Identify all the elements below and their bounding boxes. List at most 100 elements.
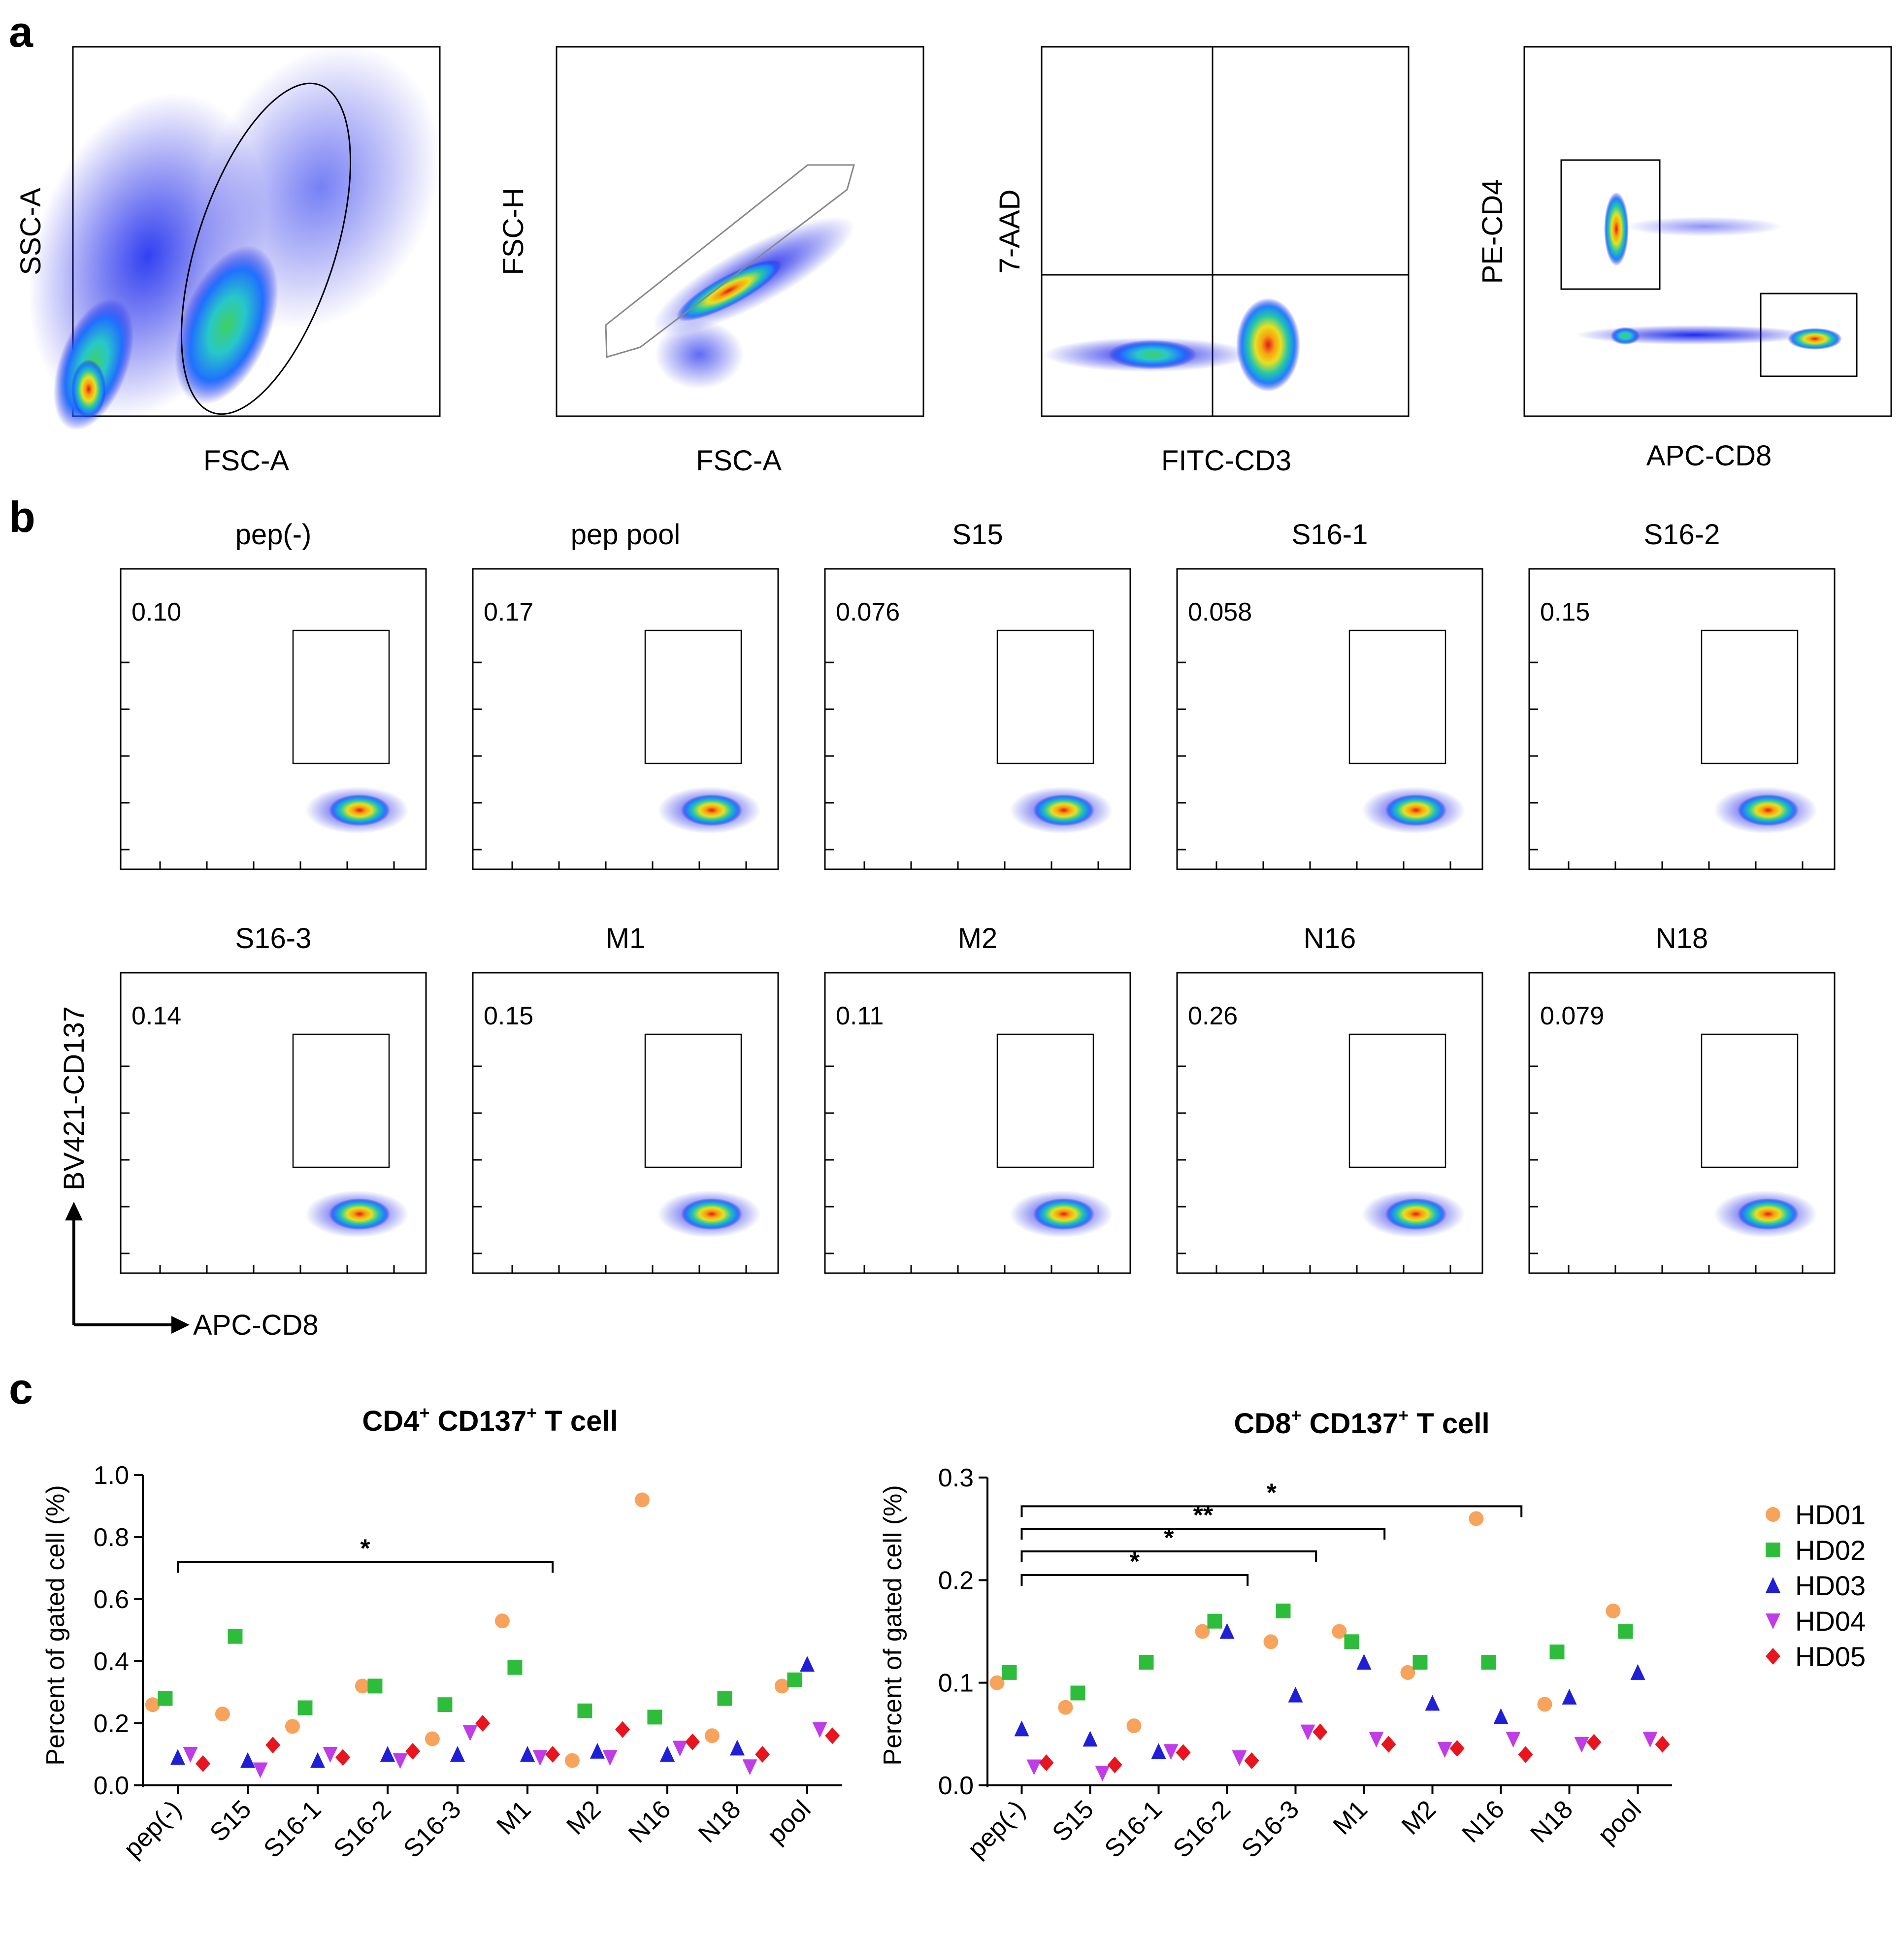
cd4-point-hd04 (672, 1741, 688, 1757)
stim-plot-percent: 0.14 (131, 1002, 181, 1030)
cd4-point-hd03 (520, 1746, 535, 1762)
stim-plot-title: S16-1 (1292, 519, 1368, 551)
cd8-point-hd04 (1095, 1766, 1110, 1781)
cd137-gate (292, 1033, 390, 1168)
cd8-point-hd04 (1300, 1724, 1315, 1741)
cd8-point-hd05 (1313, 1723, 1328, 1741)
cd137-gate (644, 629, 742, 764)
cd8-point-hd01 (1332, 1624, 1347, 1639)
cd8-population (1738, 1198, 1799, 1230)
cd8-x-tick-label: pep(-) (962, 1795, 1031, 1863)
stim-plot-frame (1528, 568, 1836, 870)
cd8-chart-ylabel: Percent of gated cell (%) (879, 1485, 907, 1765)
stim-plot-frame (472, 568, 779, 870)
gating-plot-3-xlabel: FITC-CD3 (1161, 445, 1291, 477)
stim-plot-frame (1176, 972, 1483, 1274)
cd4-point-hd04 (253, 1762, 268, 1778)
cd4-y-tick-label: 1.0 (94, 1461, 129, 1490)
stim-plot-title: N18 (1656, 922, 1708, 954)
cd4-significance-bracket (177, 1561, 554, 1573)
cd8-point-hd02 (1618, 1624, 1633, 1639)
cd8-point-hd01 (1126, 1718, 1142, 1734)
cd4-point-hd02 (367, 1678, 383, 1694)
stim-plot-6: S16-3 0.14 (120, 922, 427, 1274)
legend: HD01 HD02 HD03 HD04 HD05 (1766, 1499, 1866, 1672)
cd8-chart: CD8+ CD137+ T cell Percent of gated cell… (879, 1405, 1672, 1864)
legend-item-hd03: HD03 (1766, 1570, 1866, 1601)
cd8-y-tick-label: 0.3 (938, 1464, 974, 1492)
legend-item-hd01: HD01 (1766, 1499, 1866, 1530)
stim-plot-10: N18 0.079 (1528, 922, 1836, 1274)
stim-plot-frame (1528, 972, 1836, 1274)
stim-plot-title: pep(-) (235, 519, 312, 551)
stim-plot-title: S16-3 (235, 922, 312, 954)
cd8-x-tick-label: M2 (1396, 1795, 1442, 1840)
legend-marker-hd02 (1766, 1543, 1780, 1557)
cd4-point-hd05 (335, 1749, 351, 1766)
cd4-title-mid: CD137 (429, 1405, 526, 1437)
stim-plot-8: M2 0.11 (824, 922, 1131, 1274)
cd8-title-end: T cell (1409, 1408, 1489, 1440)
stim-plot-5: S16-2 0.15 (1528, 519, 1836, 870)
cd8-point-hd05 (1449, 1740, 1465, 1757)
cd4-point-hd03 (800, 1656, 815, 1672)
y-axis-arrowhead (65, 1202, 83, 1220)
cd137-gate (996, 1033, 1094, 1168)
stim-plot-percent: 0.058 (1188, 598, 1252, 626)
cd4-point-hd03 (240, 1752, 255, 1768)
stim-xlabel: APC-CD8 (193, 1309, 319, 1341)
panel-label-a: a (9, 7, 33, 56)
cd4-point-hd05 (825, 1727, 840, 1744)
cd8-significance-bracket (1020, 1528, 1386, 1540)
cd8-point-hd03 (1014, 1720, 1029, 1737)
cd8-point-hd05 (1176, 1744, 1191, 1761)
cd4-point-hd02 (228, 1629, 243, 1644)
cd8-point-hd02 (1344, 1634, 1359, 1649)
cd4-point-hd05 (685, 1733, 700, 1750)
cd8-title-main: CD8 (1234, 1408, 1291, 1440)
panel-label-b: b (9, 493, 35, 541)
cd4-point-hd02 (717, 1691, 732, 1706)
cd4-point-hd02 (787, 1672, 802, 1687)
cd8-point-hd01 (1058, 1700, 1073, 1715)
cd8-title-mid: CD137 (1301, 1408, 1398, 1440)
cd8-point-hd02 (1070, 1685, 1085, 1701)
cd4-chart: CD4+ CD137+ T cell Percent of gated cell… (41, 1403, 842, 1864)
legend-label: HD02 (1795, 1535, 1866, 1566)
cd4-chart-ylabel: Percent of gated cell (%) (41, 1485, 70, 1765)
cd8-point-hd02 (1002, 1665, 1017, 1680)
gating-plot-3-density (1044, 298, 1300, 392)
legend-label: HD01 (1795, 1499, 1866, 1530)
cd8-point-hd01 (1263, 1634, 1279, 1649)
cd8-significance-bracket (1020, 1505, 1523, 1517)
cd8-y-tick-label: 0.2 (938, 1566, 974, 1595)
cd8-point-hd01 (1400, 1665, 1415, 1680)
cd8-point-hd03 (1151, 1743, 1166, 1759)
cd8-point-hd04 (1026, 1759, 1042, 1776)
cd8-significance-bracket (1020, 1550, 1317, 1562)
cd137-gate (644, 1033, 742, 1168)
cd4-point-hd05 (265, 1737, 281, 1754)
cd8-population (1385, 794, 1446, 826)
stim-plot-4: S16-1 0.058 (1176, 519, 1483, 870)
cd8-x-tick-label: N18 (1525, 1795, 1578, 1848)
gating-plot-1-xlabel: FSC-A (203, 445, 289, 477)
cd8-point-hd02 (1139, 1655, 1154, 1670)
cd4-point-hd02 (158, 1691, 173, 1706)
cd8-x-tick-label: S16-2 (1168, 1795, 1236, 1863)
cd8-point-hd02 (1276, 1603, 1291, 1618)
cd8-x-tick-label: M1 (1328, 1795, 1373, 1840)
cd8-y-tick-label: 0.1 (938, 1669, 974, 1698)
stim-plot-frame (824, 972, 1131, 1274)
cd8-point-hd02 (1549, 1644, 1565, 1660)
cd8-point-hd05 (1586, 1734, 1602, 1751)
stim-plot-frame (120, 972, 427, 1274)
stim-plot-title: M1 (606, 922, 646, 954)
gating-plot-2: FSC-A FSC-H (497, 46, 924, 477)
gating-plot-2-frame (556, 46, 924, 417)
cd8-population (329, 794, 390, 826)
cd4-point-hd05 (545, 1746, 560, 1763)
legend-label: HD05 (1795, 1641, 1866, 1672)
legend-marker-hd01 (1766, 1507, 1780, 1522)
stim-plot-1: pep(-) 0.10 (120, 519, 427, 870)
